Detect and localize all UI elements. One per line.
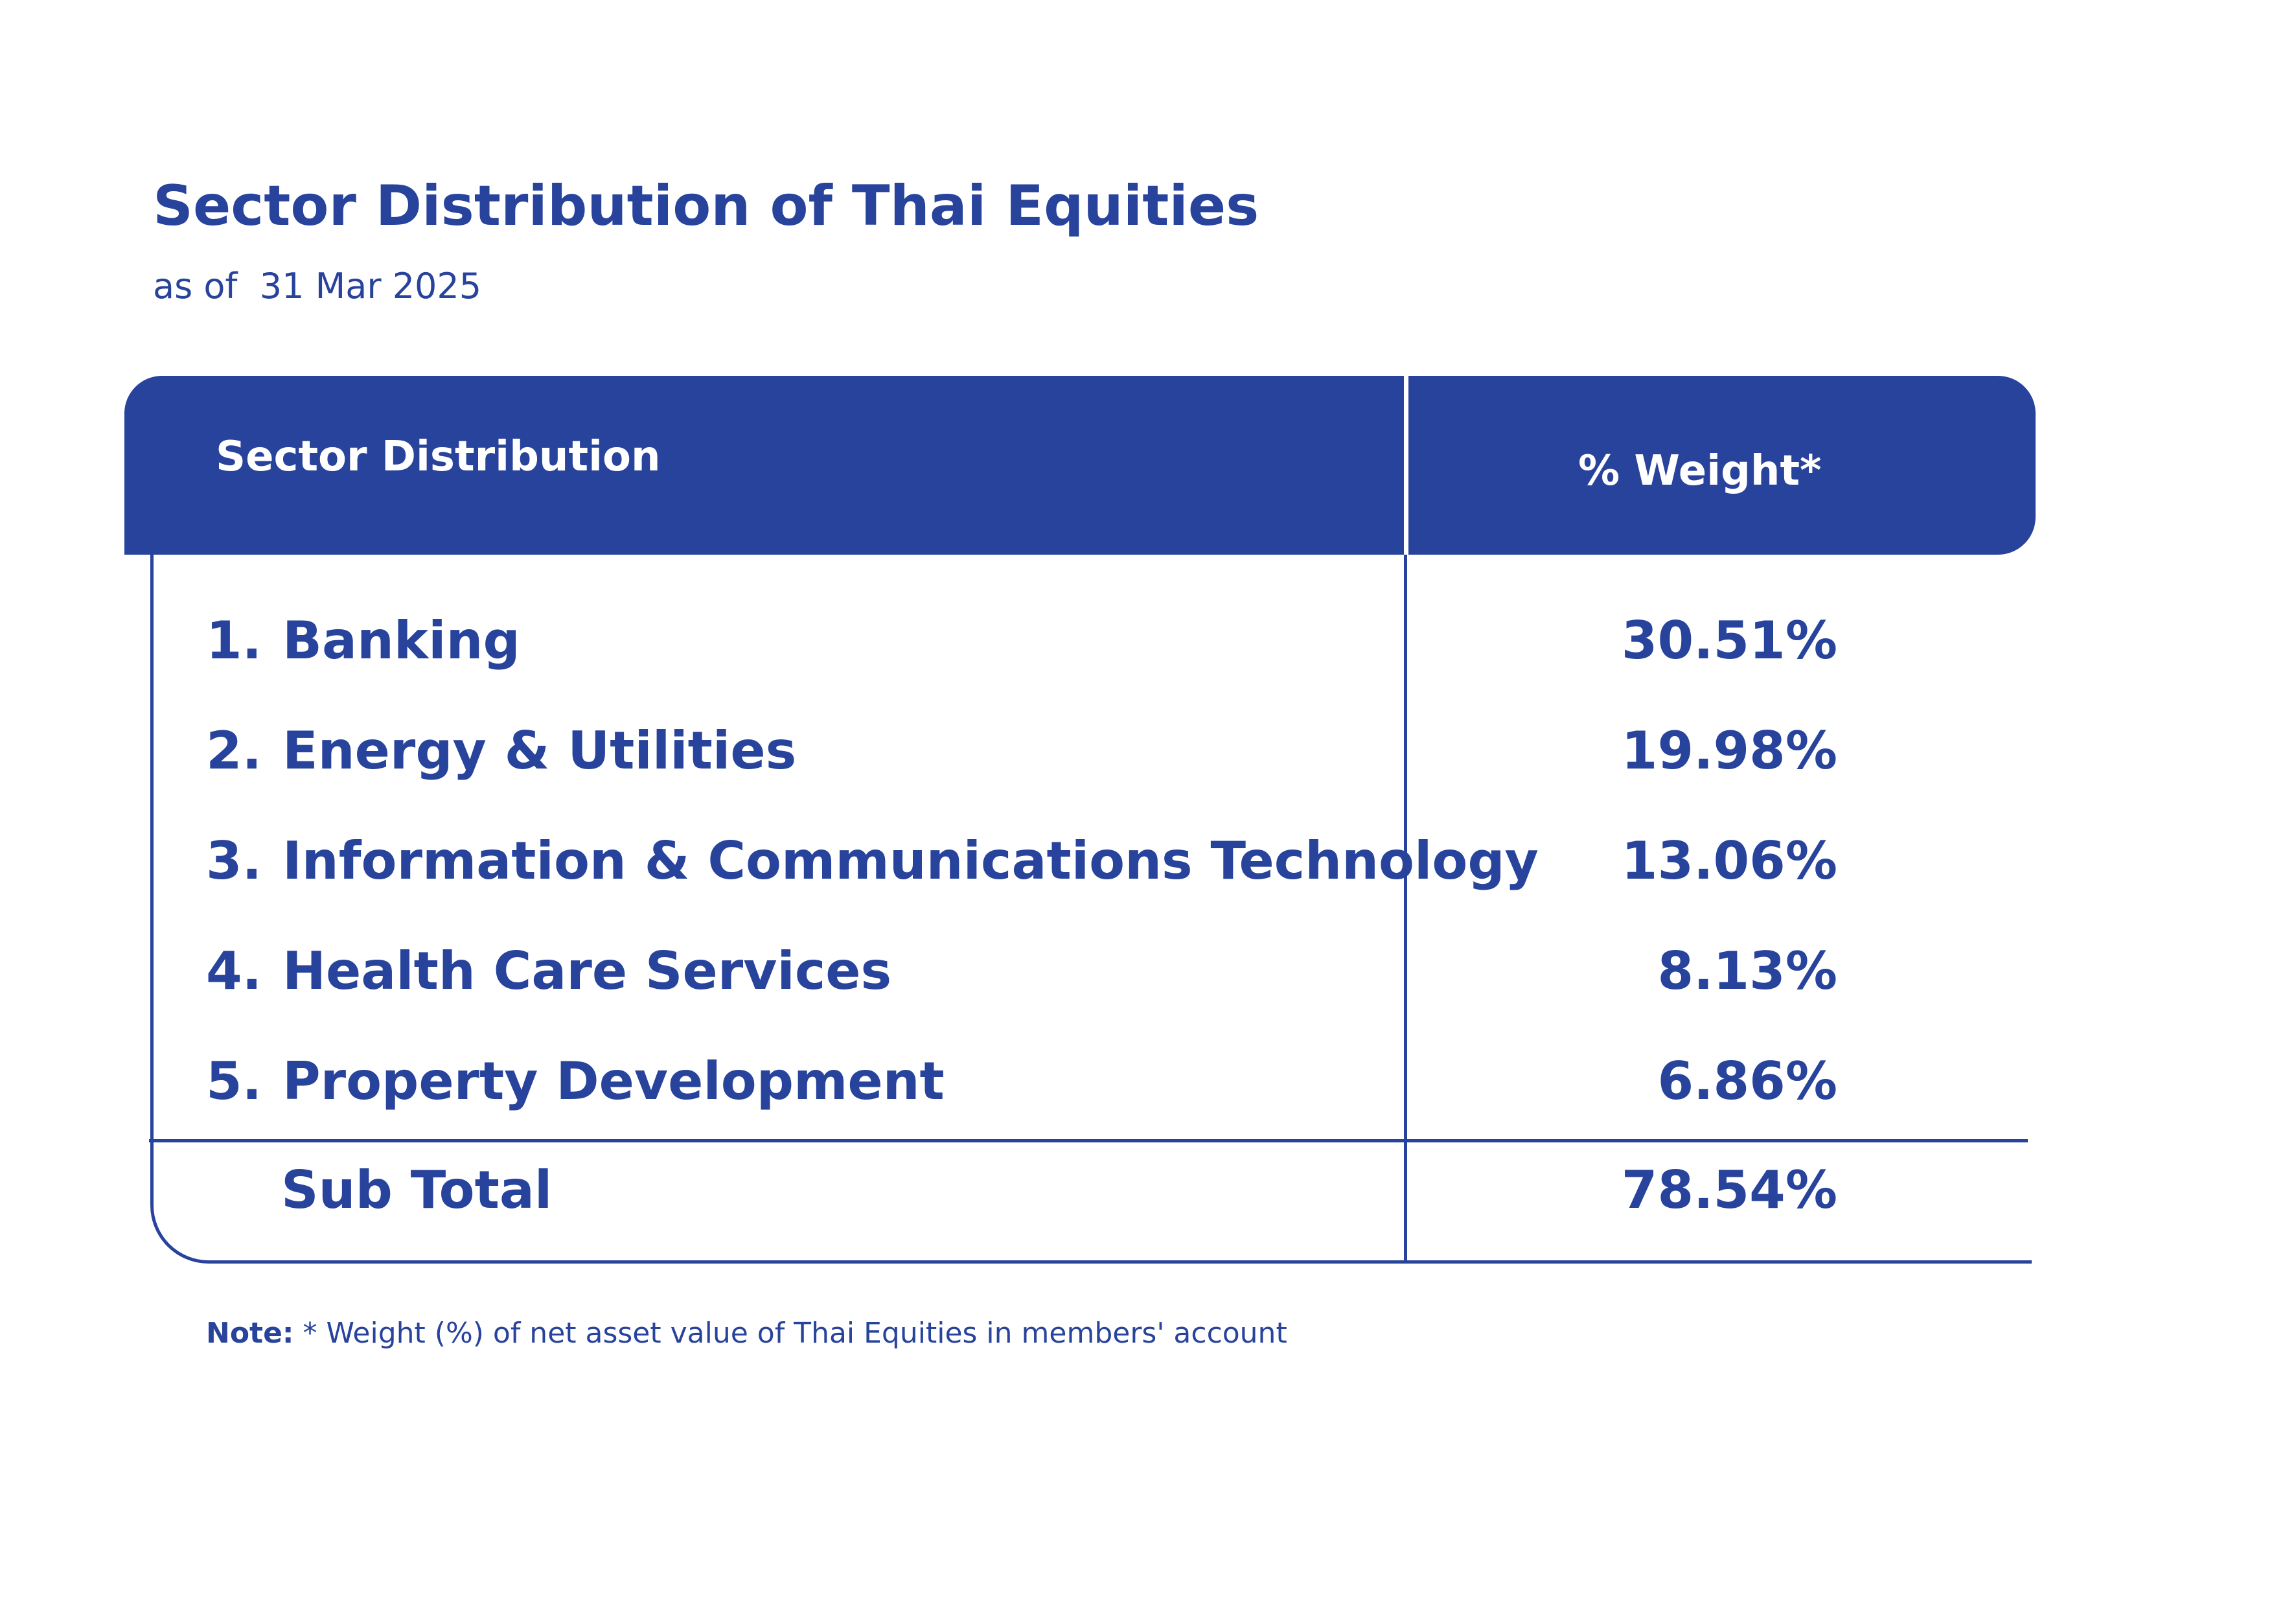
header-weight: % Weight* xyxy=(1578,447,1822,495)
table-row: 3. Information & Communications Technolog… xyxy=(206,831,1539,891)
as-of-date: as of 31 Mar 2025 xyxy=(153,266,482,306)
row-weight: 13.06% xyxy=(1621,831,1837,891)
column-divider xyxy=(1404,555,1407,1262)
row-weight: 30.51% xyxy=(1621,610,1837,671)
row-number: 1. xyxy=(206,610,262,671)
row-number: 5. xyxy=(206,1051,262,1111)
row-sector: Health Care Services xyxy=(282,941,892,1001)
table-row: 2. Energy & Utilities xyxy=(206,721,796,781)
row-sector: Property Development xyxy=(282,1051,945,1111)
subtotal-weight: 78.54% xyxy=(1621,1160,1837,1220)
table-row: 4. Health Care Services xyxy=(206,941,891,1001)
page-title: Sector Distribution of Thai Equities xyxy=(153,174,1259,238)
footnote: Note: * Weight (%) of net asset value of… xyxy=(206,1317,1287,1350)
row-number: 2. xyxy=(206,721,262,781)
row-weight: 6.86% xyxy=(1657,1051,1837,1111)
row-number: 4. xyxy=(206,941,262,1001)
table-header xyxy=(124,376,2036,555)
row-sector: Banking xyxy=(282,610,520,671)
header-sector-distribution: Sector Distribution xyxy=(216,433,661,481)
table-row: 5. Property Development xyxy=(206,1051,945,1111)
subtotal-label: Sub Total xyxy=(281,1160,553,1220)
subtotal-divider xyxy=(149,1139,2028,1142)
row-sector: Information & Communications Technology xyxy=(282,831,1539,891)
row-weight: 8.13% xyxy=(1657,941,1837,1001)
row-sector: Energy & Utilities xyxy=(282,721,797,781)
table-body-frame xyxy=(150,549,2032,1264)
row-weight: 19.98% xyxy=(1621,721,1837,781)
header-column-divider xyxy=(1404,376,1408,555)
row-number: 3. xyxy=(206,831,262,891)
footnote-text: * Weight (%) of net asset value of Thai … xyxy=(293,1317,1287,1350)
table-row: 1. Banking xyxy=(206,610,520,671)
footnote-label: Note: xyxy=(206,1317,294,1350)
